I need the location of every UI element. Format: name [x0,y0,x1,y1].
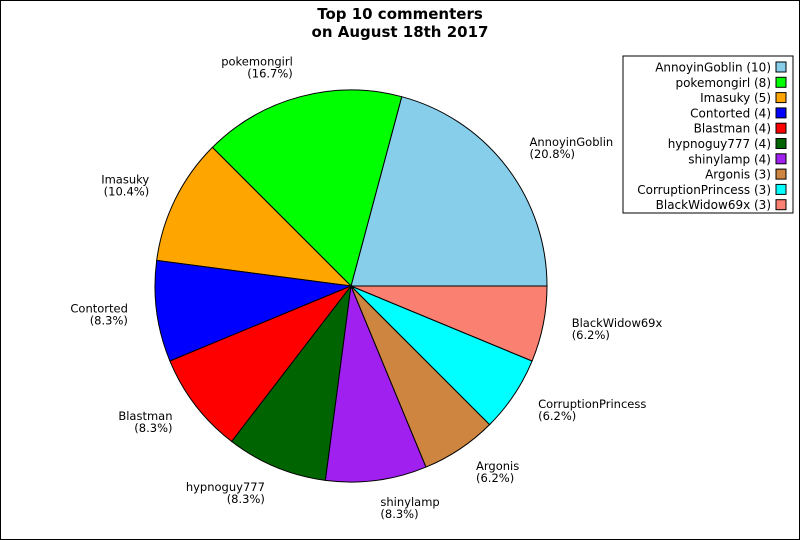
legend-swatch-hypnoguy777 [775,138,787,149]
slice-label-name: Contorted [70,301,128,315]
slice-label-name: CorruptionPrincess [538,397,646,411]
slice-label-blackwidow69x: BlackWidow69x (6.2%) [572,316,663,342]
slice-label-percent: (6.2%) [538,409,576,423]
legend-label-contorted: Contorted (4) [690,106,771,120]
legend-label-blastman: Blastman (4) [694,122,771,136]
pie-slices [154,89,548,483]
slice-label-name: Argonis [476,459,519,473]
slice-label-shinylamp: shinylamp (8.3%) [380,495,439,521]
slice-label-percent: (6.2%) [572,328,610,342]
legend-box [622,55,794,214]
pie-slice-contorted [154,259,353,362]
slice-label-hypnoguy777: hypnoguy777 (8.3%) [186,480,265,506]
slice-label-name: AnnoyinGoblin [530,135,614,149]
legend-swatch-blastman [775,122,787,134]
slice-label-name: shinylamp [380,495,439,509]
slice-labels: AnnoyinGoblin (20.8%) pokemongirl (16.7%) Im… [70,55,662,521]
legend-swatch-pokemongirl [775,76,787,88]
slice-label-name: pokemongirl [221,55,293,69]
legend-label-blackwidow69x: BlackWidow69x (3) [656,198,771,212]
slice-label-imasuky: Imasuky (10.4%) [101,173,149,199]
slice-label-argonis: Argonis (6.2%) [476,459,519,485]
legend-label-argonis: Argonis (3) [705,168,771,182]
pie-slice-hypnoguy777 [230,284,352,481]
legend-label-corruptionprincess: CorruptionPrincess (3) [637,183,771,197]
legend-label-annoyingoblin: AnnoyinGoblin (10) [655,61,771,75]
slice-label-pokemongirl: pokemongirl (16.7%) [221,55,293,81]
legend-swatch-contorted [775,107,787,119]
chart-title: Top 10 commenters on August 18th 2017 [312,5,489,41]
pie-slice-annoyingoblin [350,96,548,287]
slice-label-percent: (16.7%) [247,67,293,81]
legend-swatch-imasuky [775,92,787,104]
legend-label-shinylamp: shinylamp (4) [688,152,771,166]
chart-title-line-1: Top 10 commenters [317,5,483,23]
slice-label-percent: (20.8%) [530,147,576,161]
slice-label-percent: (10.4%) [104,185,150,199]
legend-label-hypnoguy777: hypnoguy777 (4) [668,137,771,151]
legend-swatch-corruptionprincess [775,183,787,195]
slice-label-name: Imasuky [101,173,149,187]
slice-label-name: Blastman [118,409,172,423]
legend: AnnoyinGoblin (10)pokemongirl (8)Imasuky… [622,55,794,214]
slice-label-annoyingoblin: AnnoyinGoblin (20.8%) [530,135,614,161]
pie-slice-pokemongirl [211,89,403,287]
legend-swatch-argonis [775,168,787,180]
legend-swatch-blackwidow69x [775,199,787,211]
slice-label-blastman: Blastman (8.3%) [118,409,172,435]
slice-label-contorted: Contorted (8.3%) [70,301,128,327]
pie-slice-shinylamp [324,284,427,483]
pie-slice-blackwidow69x [350,285,548,362]
legend-swatch-annoyingoblin [775,61,787,73]
legend-label-pokemongirl: pokemongirl (8) [675,76,771,90]
slice-label-name: hypnoguy777 [186,480,265,494]
chart-title-line-2: on August 18th 2017 [312,23,489,41]
legend-label-imasuky: Imasuky (5) [700,91,771,105]
slice-label-percent: (8.3%) [134,421,172,435]
slice-label-name: BlackWidow69x [572,316,663,330]
pie-slice-imasuky [156,146,353,287]
legend-swatch-shinylamp [775,153,787,165]
slice-label-percent: (8.3%) [380,507,418,521]
slice-label-corruptionprincess: CorruptionPrincess (6.2%) [538,397,646,423]
slice-label-percent: (8.3%) [90,313,128,327]
slice-label-percent: (8.3%) [227,492,265,506]
slice-label-percent: (6.2%) [476,471,514,485]
pie-slice-blastman [169,284,353,443]
